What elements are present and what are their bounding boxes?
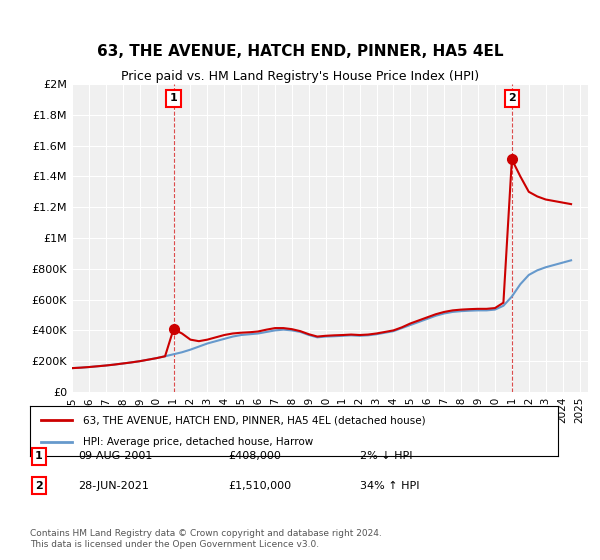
Text: 63, THE AVENUE, HATCH END, PINNER, HA5 4EL: 63, THE AVENUE, HATCH END, PINNER, HA5 4…	[97, 44, 503, 59]
Text: 34% ↑ HPI: 34% ↑ HPI	[360, 480, 419, 491]
Text: 28-JUN-2021: 28-JUN-2021	[78, 480, 149, 491]
Text: 2: 2	[508, 93, 516, 103]
Text: 2: 2	[35, 480, 43, 491]
Text: Contains HM Land Registry data © Crown copyright and database right 2024.
This d: Contains HM Land Registry data © Crown c…	[30, 529, 382, 549]
Text: 2% ↓ HPI: 2% ↓ HPI	[360, 451, 413, 461]
Text: 09-AUG-2001: 09-AUG-2001	[78, 451, 152, 461]
Text: Price paid vs. HM Land Registry's House Price Index (HPI): Price paid vs. HM Land Registry's House …	[121, 70, 479, 83]
Text: 63, THE AVENUE, HATCH END, PINNER, HA5 4EL (detached house): 63, THE AVENUE, HATCH END, PINNER, HA5 4…	[83, 415, 425, 425]
Text: 1: 1	[35, 451, 43, 461]
Text: £408,000: £408,000	[228, 451, 281, 461]
Text: 1: 1	[170, 93, 178, 103]
Text: £1,510,000: £1,510,000	[228, 480, 291, 491]
Text: HPI: Average price, detached house, Harrow: HPI: Average price, detached house, Harr…	[83, 437, 313, 447]
